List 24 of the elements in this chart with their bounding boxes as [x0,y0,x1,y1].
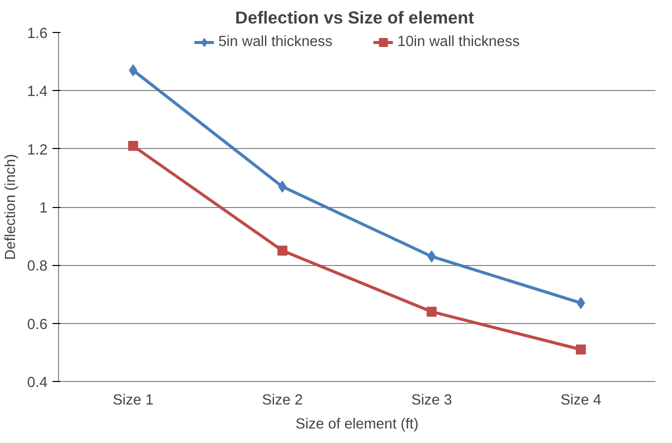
point [426,306,437,317]
point [277,246,288,256]
x-axis-title: Size of element (ft) [296,416,418,432]
point [278,180,287,193]
y-axis-title: Deflection (inch) [3,154,20,260]
point [128,140,138,151]
y-tick-label: 1.4 [27,84,48,100]
y-tick-label: 1 [39,200,48,216]
x-tick-label: Size 1 [112,392,154,408]
legend-label: 5in wall thickness [218,34,332,50]
x-tick-label: Size 3 [411,392,452,408]
y-tick-label: 1.6 [27,26,48,42]
point [576,344,586,355]
point [427,250,436,262]
x-tick-label: Size 2 [262,392,303,408]
y-tick-label: 0.6 [27,316,48,333]
legend-label: 10in wall thickness [397,34,520,50]
point [576,296,586,309]
chart-title: Deflection vs Size of element [235,8,474,28]
x-tick-label: Size 4 [560,392,602,408]
point [128,64,138,76]
y-tick-label: 1.2 [27,142,48,158]
y-tick-label: 0.8 [27,258,48,275]
y-tick-label: 0.4 [27,375,48,391]
